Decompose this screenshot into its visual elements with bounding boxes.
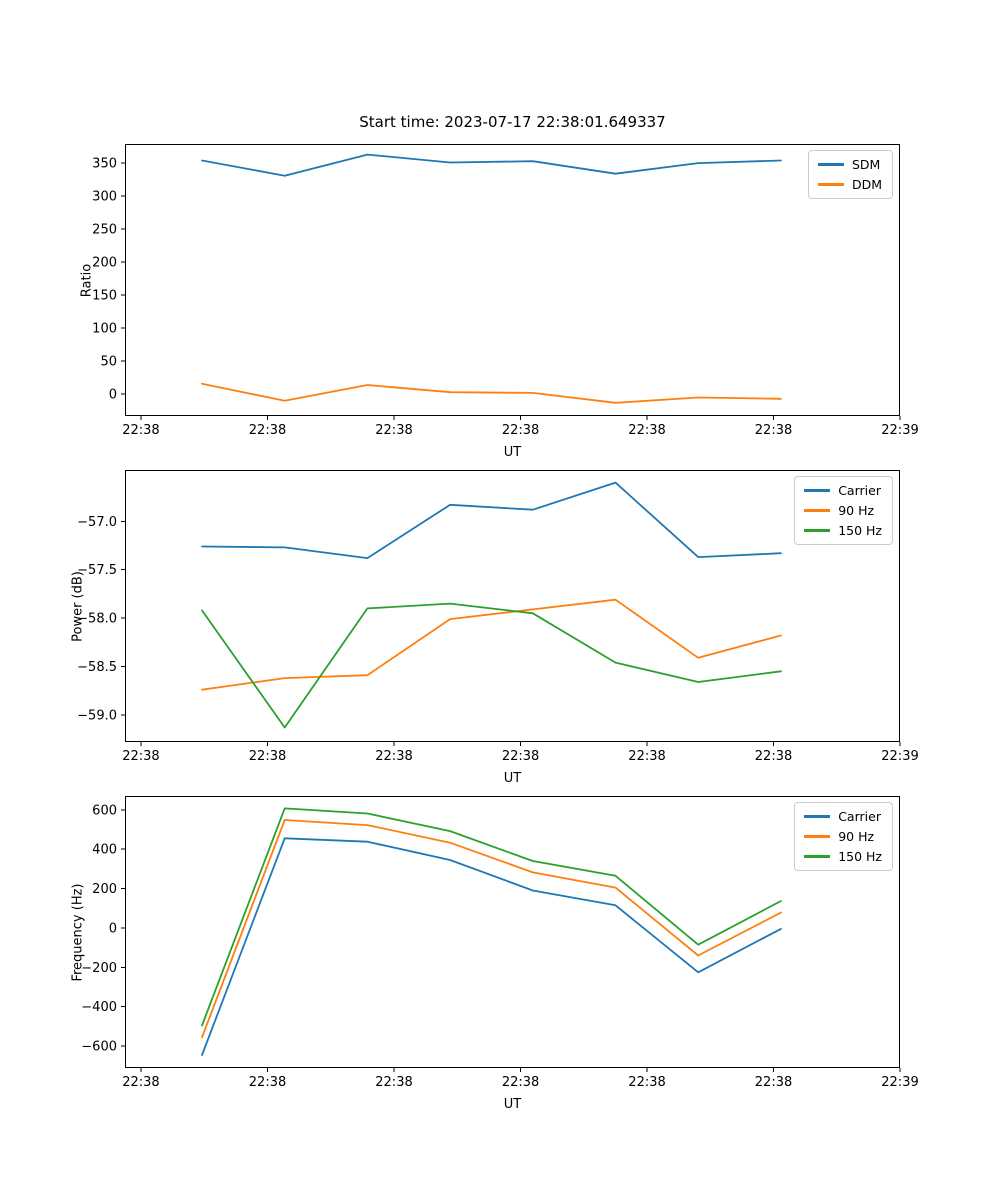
legend-line-swatch — [804, 815, 831, 818]
y-tick-label: −58.0 — [77, 612, 117, 627]
x-axis-label: UT — [503, 445, 522, 460]
legend-item-carrier: Carrier — [804, 483, 882, 498]
y-tick-label: −58.5 — [77, 660, 117, 675]
y-tick-label: 150 — [92, 289, 117, 304]
legend-line-swatch — [804, 855, 831, 858]
legend-label: 90 Hz — [838, 829, 875, 844]
subplot-3: 22:38 22:38 22:38 22:38 22:38 22:38 22:39 −600 −… — [81, 796, 919, 1090]
y-tick-label: 200 — [92, 882, 117, 897]
subplot-3-axes: 22:38 22:38 22:38 22:38 22:38 22:38 22:39 −600 −… — [81, 796, 919, 1090]
legend-label: Carrier — [838, 809, 881, 824]
series-line-carrier — [201, 837, 782, 1056]
legend-label: 90 Hz — [838, 503, 875, 518]
y-axis-label: Frequency (Hz) — [70, 883, 86, 982]
legend: Carrier 90 Hz 150 Hz — [794, 476, 893, 545]
legend: SDM DDM — [807, 150, 893, 199]
series-line-150-hz — [201, 807, 782, 1027]
series-line-carrier — [201, 481, 782, 559]
x-tick-label: 22:38 — [502, 749, 539, 764]
y-tick-label: 0 — [109, 388, 117, 403]
x-axis-label: UT — [503, 771, 522, 786]
y-tick-label: −200 — [81, 961, 117, 976]
subplot-2: 22:38 22:38 22:38 22:38 22:38 22:38 22:39 −59.0… — [77, 470, 919, 764]
y-axis-label: Ratio — [79, 263, 95, 298]
axes-frame — [125, 470, 900, 742]
y-tick-label: −59.0 — [77, 708, 117, 723]
y-tick-label: 300 — [92, 190, 117, 205]
x-tick-label: 22:38 — [628, 749, 665, 764]
legend-label: DDM — [851, 177, 882, 192]
legend-line-swatch — [804, 835, 831, 838]
legend-label: 150 Hz — [838, 849, 882, 864]
y-tick-label: −57.5 — [77, 563, 117, 578]
x-tick-label: 22:38 — [375, 423, 412, 438]
y-tick-label: 0 — [109, 921, 117, 936]
x-tick-label: 22:38 — [502, 423, 539, 438]
x-tick-label: 22:38 — [122, 1075, 159, 1090]
x-tick-label: 22:38 — [755, 423, 792, 438]
x-tick-label: 22:38 — [249, 1075, 286, 1090]
x-axis-label: UT — [503, 1097, 522, 1112]
legend-label: 150 Hz — [838, 523, 882, 538]
legend-label: Carrier — [838, 483, 881, 498]
legend-line-swatch — [817, 183, 844, 186]
y-tick-label: 200 — [92, 256, 117, 271]
legend-item-sdm: SDM — [817, 157, 882, 172]
x-tick-label: 22:38 — [375, 749, 412, 764]
axes-frame — [125, 144, 900, 416]
y-tick-label: 400 — [92, 843, 117, 858]
series-line-sdm — [201, 153, 782, 177]
x-tick-label: 22:39 — [881, 423, 918, 438]
legend: Carrier 90 Hz 150 Hz — [794, 802, 893, 871]
y-tick-label: −600 — [81, 1040, 117, 1055]
x-tick-label: 22:38 — [502, 1075, 539, 1090]
series-line-90-hz — [201, 819, 782, 1039]
x-tick-label: 22:38 — [249, 423, 286, 438]
legend-item-150-hz: 150 Hz — [804, 849, 882, 864]
legend-item-90-hz: 90 Hz — [804, 829, 882, 844]
y-tick-label: 50 — [100, 355, 117, 370]
legend-item-ddm: DDM — [817, 177, 882, 192]
x-tick-label: 22:38 — [628, 423, 665, 438]
y-tick-label: −57.0 — [77, 515, 117, 530]
x-tick-label: 22:38 — [628, 1075, 665, 1090]
legend-line-swatch — [804, 489, 831, 492]
y-tick-label: 250 — [92, 223, 117, 238]
x-tick-label: 22:38 — [122, 423, 159, 438]
legend-line-swatch — [817, 163, 844, 166]
y-tick-label: −400 — [81, 1000, 117, 1015]
y-tick-label: 350 — [92, 157, 117, 172]
subplot-2-axes: 22:38 22:38 22:38 22:38 22:38 22:38 22:39 −59.0… — [77, 470, 919, 764]
x-tick-label: 22:39 — [881, 749, 918, 764]
y-tick-label: 100 — [92, 322, 117, 337]
subplot-1-axes: 22:38 22:38 22:38 22:38 22:38 22:38 22:39 0 50 10… — [92, 144, 919, 438]
x-tick-label: 22:38 — [755, 749, 792, 764]
x-tick-label: 22:38 — [249, 749, 286, 764]
y-tick-label: 600 — [92, 803, 117, 818]
axes-frame — [125, 796, 900, 1068]
legend-item-150-hz: 150 Hz — [804, 523, 882, 538]
y-axis-label: Power (dB) — [70, 571, 86, 642]
subplot-1: 22:38 22:38 22:38 22:38 22:38 22:38 22:39 0 50 10… — [92, 144, 919, 438]
x-tick-label: 22:39 — [881, 1075, 918, 1090]
series-line-90-hz — [201, 598, 782, 691]
x-tick-label: 22:38 — [755, 1075, 792, 1090]
legend-item-carrier: Carrier — [804, 809, 882, 824]
legend-label: SDM — [851, 157, 881, 172]
legend-line-swatch — [804, 509, 831, 512]
series-line-150-hz — [201, 602, 782, 729]
legend-line-swatch — [804, 529, 831, 532]
figure-title: Start time: 2023-07-17 22:38:01.649337 — [359, 113, 666, 131]
legend-item-90-hz: 90 Hz — [804, 503, 882, 518]
x-tick-label: 22:38 — [122, 749, 159, 764]
series-line-ddm — [201, 382, 782, 404]
x-tick-label: 22:38 — [375, 1075, 412, 1090]
